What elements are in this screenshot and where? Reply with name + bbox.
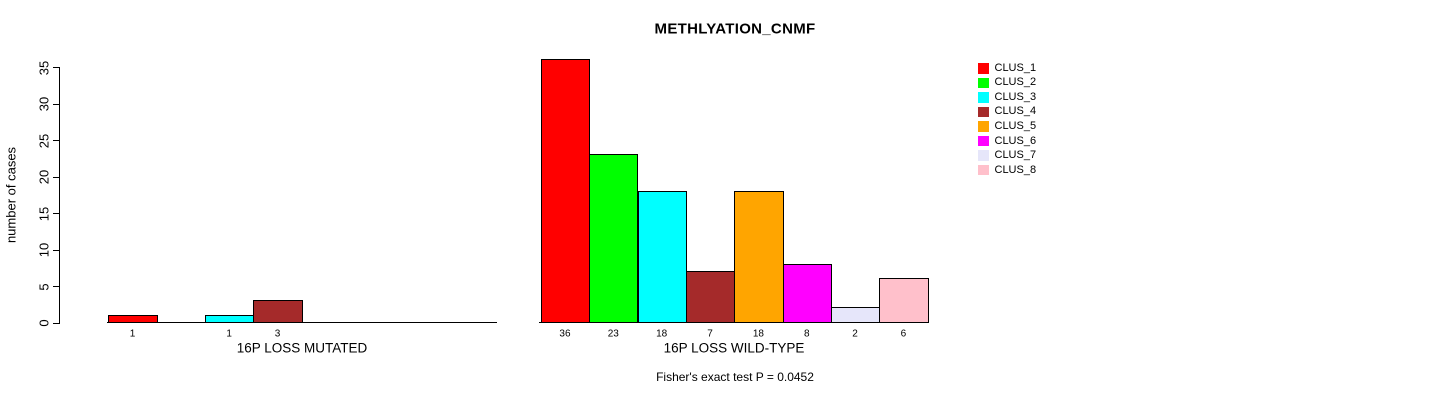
y-tick-label: 15 bbox=[36, 206, 52, 221]
bar-CLUS_3 bbox=[205, 314, 255, 323]
y-tick bbox=[52, 67, 59, 68]
chart-title: METHLYATION_CNMF bbox=[654, 20, 816, 38]
legend-swatch-CLUS_3 bbox=[978, 92, 989, 103]
y-tick-label: 30 bbox=[36, 96, 52, 112]
y-tick-label: 5 bbox=[36, 282, 52, 291]
group-label-wild-type: 16P LOSS WILD-TYPE bbox=[663, 340, 805, 356]
legend-label: CLUS_2 bbox=[994, 76, 1037, 89]
legend-label: CLUS_8 bbox=[994, 163, 1037, 176]
bar-value-label: 2 bbox=[852, 328, 858, 339]
bar-CLUS_1 bbox=[540, 59, 591, 323]
bar-value-label: 1 bbox=[226, 328, 232, 339]
bar-value-label: 18 bbox=[656, 328, 668, 339]
legend-item-CLUS_1: CLUS_1 bbox=[978, 61, 1036, 76]
bar-CLUS_4 bbox=[685, 270, 736, 323]
bar-CLUS_8 bbox=[879, 278, 929, 323]
bar-CLUS_2 bbox=[589, 154, 639, 323]
bar-CLUS_1 bbox=[108, 314, 158, 323]
y-tick bbox=[52, 286, 59, 287]
legend-swatch-CLUS_5 bbox=[978, 121, 989, 132]
legend-label: CLUS_5 bbox=[994, 119, 1037, 132]
y-tick bbox=[52, 213, 59, 214]
bar-CLUS_4 bbox=[253, 300, 303, 323]
bar-value-label: 1 bbox=[129, 328, 136, 339]
y-tick-label: 35 bbox=[36, 60, 52, 75]
fisher-test-annotation: Fisher's exact test P = 0.0452 bbox=[656, 370, 814, 384]
y-tick bbox=[52, 140, 59, 141]
legend-swatch-CLUS_8 bbox=[978, 164, 989, 176]
legend-swatch-CLUS_2 bbox=[978, 77, 989, 89]
legend-swatch-CLUS_7 bbox=[978, 150, 989, 161]
bar-value-label: 6 bbox=[900, 328, 907, 339]
y-axis-line bbox=[58, 67, 60, 324]
y-tick bbox=[52, 322, 59, 324]
y-tick bbox=[52, 176, 59, 178]
bar-value-label: 23 bbox=[607, 328, 619, 339]
bar-value-label: 8 bbox=[803, 328, 810, 339]
legend: CLUS_1 CLUS_2 CLUS_3 CLUS_4 CLUS_5 CLUS_6 CLUS… bbox=[978, 61, 1036, 177]
legend-label: CLUS_4 bbox=[994, 105, 1037, 118]
legend-item-CLUS_8: CLUS_8 bbox=[978, 163, 1036, 178]
legend-item-CLUS_3: CLUS_3 bbox=[978, 90, 1036, 105]
bar-value-label: 3 bbox=[274, 328, 281, 339]
legend-label: CLUS_6 bbox=[994, 134, 1037, 147]
bar-CLUS_5 bbox=[734, 190, 784, 323]
bar-value-label: 7 bbox=[707, 328, 713, 339]
bar-value-label: 36 bbox=[559, 328, 571, 339]
legend-item-CLUS_2: CLUS_2 bbox=[978, 76, 1036, 91]
legend-item-CLUS_5: CLUS_5 bbox=[978, 119, 1036, 134]
bar-CLUS_7 bbox=[830, 307, 881, 323]
legend-item-CLUS_4: CLUS_4 bbox=[978, 105, 1036, 120]
legend-swatch-CLUS_1 bbox=[978, 63, 989, 74]
y-tick-label: 25 bbox=[36, 133, 52, 148]
y-tick-label: 0 bbox=[36, 319, 52, 327]
bar-value-label: 18 bbox=[752, 328, 764, 339]
legend-item-CLUS_6: CLUS_6 bbox=[978, 134, 1036, 149]
legend-label: CLUS_7 bbox=[994, 149, 1037, 162]
legend-swatch-CLUS_4 bbox=[978, 106, 989, 118]
legend-item-CLUS_7: CLUS_7 bbox=[978, 148, 1036, 163]
bar-CLUS_3 bbox=[637, 190, 687, 323]
group-label-mutated: 16P LOSS MUTATED bbox=[236, 340, 368, 356]
legend-swatch-CLUS_6 bbox=[978, 135, 989, 147]
y-tick-label: 20 bbox=[36, 169, 52, 185]
legend-label: CLUS_3 bbox=[994, 90, 1037, 103]
y-tick-label: 10 bbox=[36, 242, 52, 258]
y-tick bbox=[52, 103, 59, 105]
bar-CLUS_6 bbox=[782, 263, 832, 323]
legend-label: CLUS_1 bbox=[994, 61, 1037, 74]
y-axis-label: number of cases bbox=[3, 146, 19, 244]
y-tick bbox=[52, 249, 59, 251]
